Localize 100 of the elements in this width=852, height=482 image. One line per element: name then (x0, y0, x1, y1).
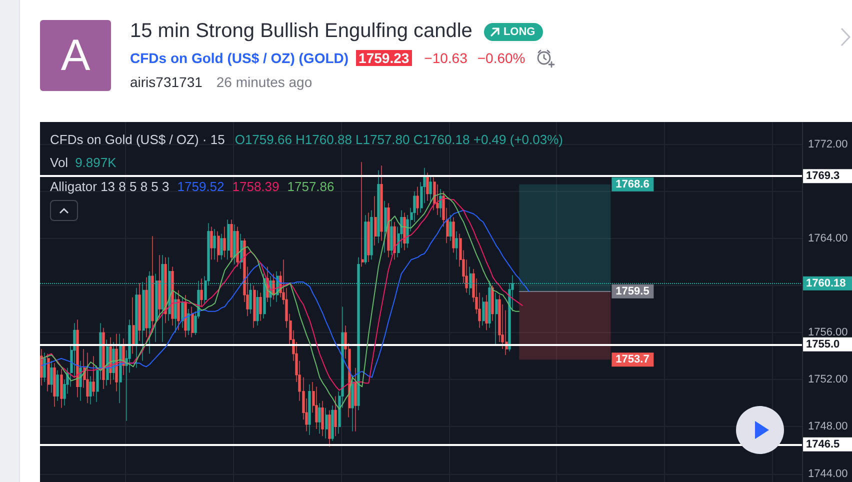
text: LONG (503, 26, 536, 38)
candlestick (334, 396, 337, 436)
candlestick (181, 296, 184, 328)
candlestick (40, 348, 43, 386)
candlestick (370, 210, 373, 260)
candlestick (426, 172, 429, 202)
candlestick (158, 254, 161, 319)
candlestick (135, 288, 138, 368)
y-tick-label: 1756.00 (808, 326, 848, 339)
candlestick (89, 376, 92, 405)
candlestick (236, 226, 239, 268)
annotation: 1759.52 (177, 179, 224, 194)
candlestick (106, 339, 109, 386)
candlestick (384, 200, 387, 253)
annotation: Alligator 13 8 5 8 5 3 (50, 179, 170, 194)
candlestick (50, 360, 53, 393)
candlestick (331, 405, 334, 442)
candlestick (223, 226, 226, 258)
candlestick (191, 306, 194, 338)
candlestick (86, 352, 89, 404)
candlestick (482, 296, 485, 326)
candlestick (92, 356, 95, 396)
candlestick (102, 328, 105, 390)
y-tick-label: 1752.00 (808, 374, 848, 386)
candlestick (213, 228, 216, 260)
candlestick (79, 360, 82, 402)
candlestick (374, 196, 377, 246)
annotation: 1757.86 (287, 179, 334, 194)
candlestick (364, 214, 367, 265)
candlestick (119, 333, 122, 404)
candlestick (177, 290, 180, 331)
y-tick-label: 1772.00 (808, 138, 848, 150)
candlestick (184, 294, 187, 338)
chart-subtitle: CFDs on Gold (US$ / OZ) (GOLD) (130, 50, 349, 66)
candlestick (138, 282, 141, 342)
candlestick (351, 374, 354, 432)
candlestick (416, 186, 419, 216)
candlestick (187, 308, 190, 336)
candlestick (361, 162, 364, 268)
annotation: O1759.66 H1760.88 L1757.80 C1760.18 +0.49 (+0.03%) (234, 132, 563, 147)
candlestick (354, 368, 357, 432)
candlestick (112, 342, 115, 380)
candlestick (60, 368, 63, 408)
candlestick (132, 296, 135, 354)
candlestick (377, 170, 380, 244)
candlestick (328, 410, 331, 448)
candlestick (315, 386, 318, 430)
candlestick (259, 292, 262, 322)
candlestick (318, 402, 321, 434)
candlestick (43, 352, 46, 382)
candlestick (491, 285, 494, 322)
candlestick (321, 400, 324, 436)
candlestick (145, 276, 148, 338)
candlestick (151, 236, 154, 333)
candlestick (429, 174, 432, 204)
candlestick (495, 292, 498, 345)
candlestick (433, 176, 436, 211)
annotation: CFDs on Gold (US$ / OZ) · 15 (50, 132, 225, 147)
text: 1759.23 (356, 50, 412, 66)
candlestick (53, 362, 56, 408)
candlestick (449, 214, 452, 242)
candlestick (56, 370, 59, 402)
avatar: A (40, 20, 111, 91)
y-tick-label: 1744.00 (808, 468, 848, 480)
candlestick (380, 165, 383, 242)
candlestick (452, 216, 455, 253)
candlestick (253, 285, 256, 328)
candlestick (325, 408, 328, 439)
band-label: 1753.7 (616, 354, 650, 366)
candlestick (217, 231, 220, 262)
candlestick (439, 188, 442, 218)
candlestick (308, 384, 311, 436)
candlestick (171, 266, 174, 326)
candlestick (227, 219, 230, 260)
candlestick (230, 219, 233, 262)
candlestick (256, 290, 259, 326)
candlestick (393, 222, 396, 260)
candlestick (390, 219, 393, 256)
candlestick (220, 233, 223, 260)
text: airis731731 (130, 74, 202, 90)
candlestick (200, 278, 203, 308)
annotation: 1758.39 (232, 179, 280, 194)
candlestick (403, 212, 406, 251)
candlestick (387, 202, 390, 258)
text: −10.63 (424, 50, 468, 66)
chart-title: 15 min Strong Bullish Engulfing candle (130, 20, 472, 43)
text: −0.60% (477, 50, 526, 66)
ref-line-label: 1746.5 (806, 438, 840, 450)
candlestick (367, 212, 370, 262)
ref-line-label: 1759.5 (616, 285, 650, 298)
band-label: 1768.6 (616, 178, 650, 190)
text: 26 minutes ago (216, 74, 312, 90)
annotation: Vol 9.897K (50, 155, 116, 170)
candlestick (210, 226, 213, 260)
y-tick-label: 1764.00 (808, 232, 848, 244)
candlestick (76, 319, 79, 398)
candlestick (455, 231, 458, 260)
ref-line-label: 1760.18 (806, 277, 846, 290)
candlestick (164, 256, 167, 324)
ref-line-label: 1755.0 (806, 338, 840, 350)
